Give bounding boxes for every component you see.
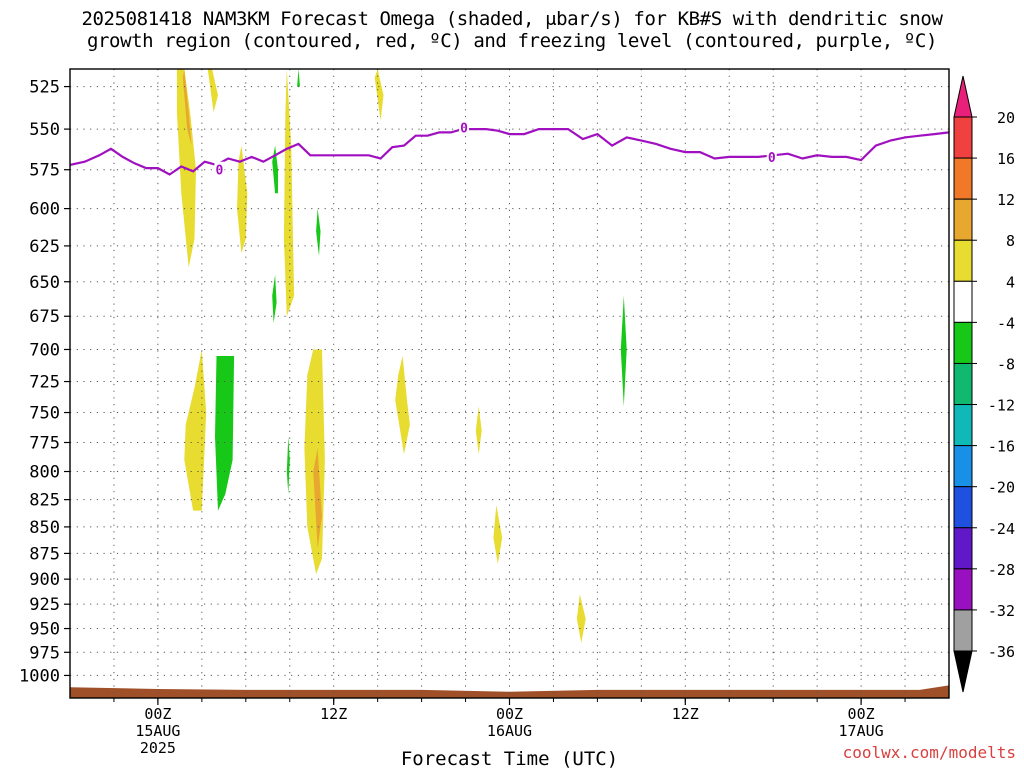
colorbar-label-1: 16	[997, 150, 1015, 168]
ground-terrain	[70, 685, 949, 698]
omega-region-18	[493, 505, 503, 564]
y-tick-label-10: 775	[29, 433, 60, 453]
colorbar-band-7	[953, 404, 973, 447]
freezing-level-label-2: 0	[460, 121, 468, 136]
colorbar-label-4: 4	[1006, 273, 1015, 291]
colorbar-label-6: -8	[997, 355, 1015, 373]
colorbar-band-4	[953, 280, 973, 323]
omega-region-19	[576, 594, 586, 643]
colorbar-bottom-arrow	[953, 650, 973, 693]
colorbar-label-13: -36	[988, 643, 1015, 661]
x-tick-label-2-0: 00Z	[496, 705, 523, 723]
x-tick-label-0-0: 00Z	[144, 705, 171, 723]
y-tick-label-6: 675	[29, 307, 60, 327]
colorbar-label-7: -12	[988, 397, 1015, 415]
y-tick-label-8: 725	[29, 373, 60, 393]
x-tick-label-1-0: 12Z	[320, 705, 347, 723]
y-tick-label-5: 650	[29, 273, 60, 293]
omega-region-8	[316, 208, 321, 257]
omega-region-10	[272, 274, 277, 323]
colorbar-top-arrow	[953, 75, 973, 118]
title-line-2: growth region (contoured, red, ºC) and f…	[86, 30, 937, 52]
colorbar-band-5	[953, 321, 973, 364]
omega-region-17	[475, 406, 482, 455]
y-tick-label-3: 600	[29, 200, 60, 220]
colorbar-band-6	[953, 362, 973, 406]
y-tick-label-7: 700	[29, 340, 60, 360]
omega-region-12	[215, 356, 235, 511]
y-tick-label-4: 625	[29, 237, 60, 257]
omega-region-4	[237, 145, 248, 254]
colorbar-label-5: -4	[997, 314, 1015, 332]
freezing-level-label-3: 0	[768, 151, 776, 166]
omega-region-7	[272, 145, 278, 194]
y-tick-label-12: 825	[29, 491, 60, 511]
y-tick-label-16: 925	[29, 595, 60, 615]
y-tick-label-19: 1000	[19, 666, 60, 686]
omega-region-3	[207, 69, 218, 113]
y-tick-label-14: 875	[29, 544, 60, 564]
y-tick-label-0: 525	[29, 78, 60, 98]
x-tick-label-3-0: 12Z	[672, 705, 699, 723]
colorbar-label-8: -16	[988, 438, 1015, 456]
colorbar-band-2	[953, 198, 973, 241]
y-tick-label-15: 900	[29, 570, 60, 590]
colorbar-label-2: 12	[997, 191, 1015, 209]
colorbar-label-11: -28	[988, 561, 1015, 579]
colorbar-label-0: 20	[997, 109, 1015, 127]
colorbar-label-3: 8	[1006, 232, 1015, 250]
chart-title: 2025081418 NAM3KM Forecast Omega (shaded…	[0, 8, 1024, 52]
colorbar-label-10: -24	[988, 520, 1015, 538]
colorbar-label-12: -32	[988, 602, 1015, 620]
colorbar-band-9	[953, 486, 973, 529]
omega-region-2	[182, 69, 192, 146]
x-tick-label-4-1: 17AUG	[839, 722, 884, 740]
y-tick-label-9: 750	[29, 404, 60, 424]
omega-shading	[176, 69, 627, 643]
colorbar-band-12	[953, 609, 973, 652]
omega-region-20	[620, 295, 627, 407]
omega-region-9	[297, 69, 300, 87]
x-tick-label-2-1: 16AUG	[487, 722, 532, 740]
title-line-1: 2025081418 NAM3KM Forecast Omega (shaded…	[81, 8, 943, 30]
y-tick-label-13: 850	[29, 518, 60, 538]
colorbar-band-11	[953, 568, 973, 611]
watermark: coolwx.com/modelts	[842, 743, 1016, 762]
colorbar	[953, 75, 977, 693]
colorbar-band-3	[953, 239, 973, 282]
omega-region-16	[395, 356, 410, 455]
colorbar-band-10	[953, 527, 973, 570]
freezing-level-label-1: 0	[216, 164, 224, 179]
y-tick-label-18: 975	[29, 643, 60, 663]
colorbar-band-1	[953, 157, 973, 200]
colorbar-band-0	[953, 116, 973, 159]
omega-region-6	[374, 69, 384, 121]
omega-region-5	[283, 69, 295, 317]
x-tick-label-0-2: 2025	[140, 739, 176, 757]
omega-region-13	[286, 436, 290, 495]
y-tick-label-2: 575	[29, 161, 60, 181]
x-axis-title: Forecast Time (UTC)	[401, 748, 618, 768]
omega-region-15	[313, 448, 322, 549]
y-tick-label-1: 550	[29, 120, 60, 140]
x-tick-label-4-0: 00Z	[848, 705, 875, 723]
y-tick-label-11: 800	[29, 463, 60, 483]
omega-region-11	[184, 349, 207, 511]
colorbar-label-9: -20	[988, 479, 1015, 497]
colorbar-band-8	[953, 445, 973, 488]
y-tick-label-17: 950	[29, 620, 60, 640]
x-tick-label-0-1: 15AUG	[135, 722, 180, 740]
